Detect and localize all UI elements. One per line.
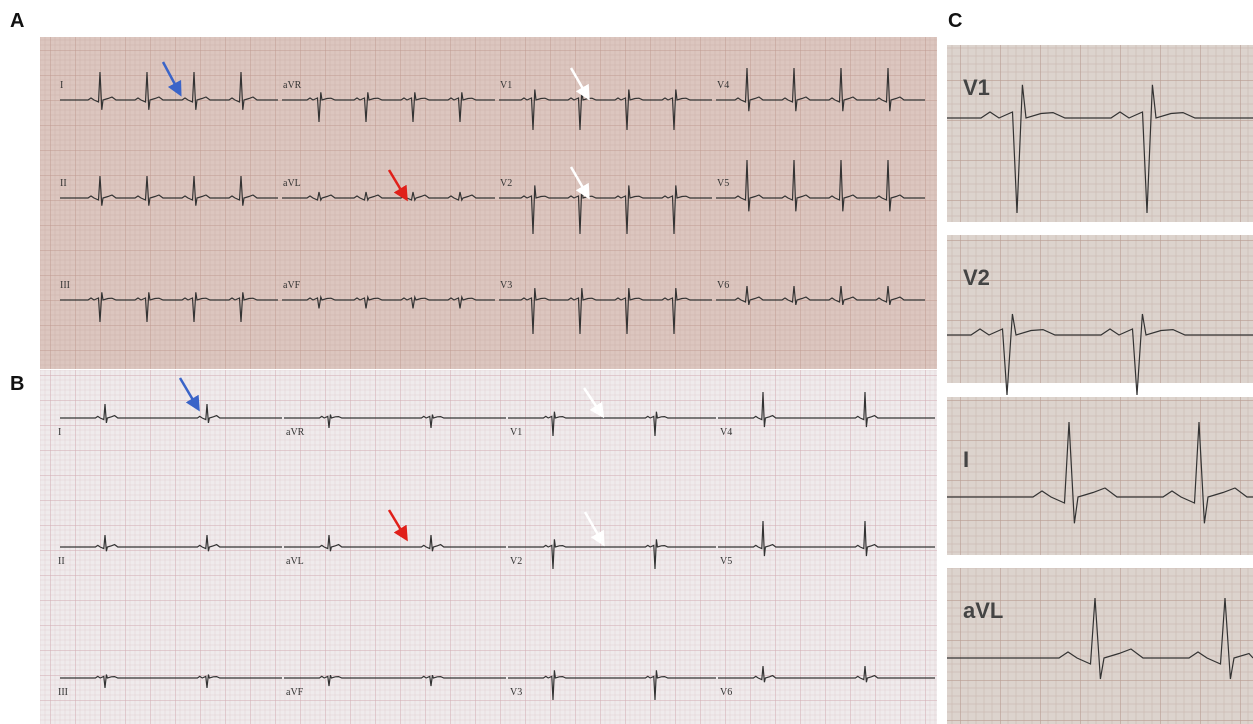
lead-label: aVF: [286, 687, 304, 698]
lead-label: I: [58, 427, 61, 438]
lead-label: V3: [500, 280, 512, 291]
lead-label: aVL: [283, 178, 301, 189]
lead-label: aVF: [283, 280, 301, 291]
lead-label: III: [58, 687, 68, 698]
lead-label: V4: [720, 427, 732, 438]
panel-a-paper: [40, 37, 937, 369]
lead-label: V2: [500, 178, 512, 189]
lead-label: V2: [510, 556, 522, 567]
panel-label: A: [10, 10, 24, 32]
lead-label: aVL: [286, 556, 304, 567]
lead-label-c: V1: [963, 75, 990, 100]
lead-label: aVR: [283, 80, 302, 91]
panel-c-strip: [947, 568, 1253, 724]
lead-label: aVR: [286, 427, 305, 438]
lead-label: V4: [717, 80, 729, 91]
lead-label: II: [58, 556, 65, 567]
panel-c-strip: [947, 397, 1253, 555]
panel-c-strip: [947, 45, 1253, 222]
lead-label: II: [60, 178, 67, 189]
lead-label: V6: [720, 687, 732, 698]
panel-c-strip: [947, 235, 1253, 383]
lead-label: V1: [500, 80, 512, 91]
lead-label: V5: [720, 556, 732, 567]
panel-label: C: [948, 10, 962, 32]
figure: A B C IaVRV1V4IIaVLV2V5IIIaVFV3V6IaVRV1V…: [0, 0, 1253, 724]
panel-label: B: [10, 373, 24, 395]
lead-label: I: [60, 80, 63, 91]
lead-label-c: aVL: [963, 598, 1003, 623]
lead-label: V6: [717, 280, 729, 291]
lead-label: III: [60, 280, 70, 291]
lead-label-c: I: [963, 447, 969, 472]
lead-label: V5: [717, 178, 729, 189]
lead-label: V1: [510, 427, 522, 438]
lead-label: V3: [510, 687, 522, 698]
lead-label-c: V2: [963, 265, 990, 290]
